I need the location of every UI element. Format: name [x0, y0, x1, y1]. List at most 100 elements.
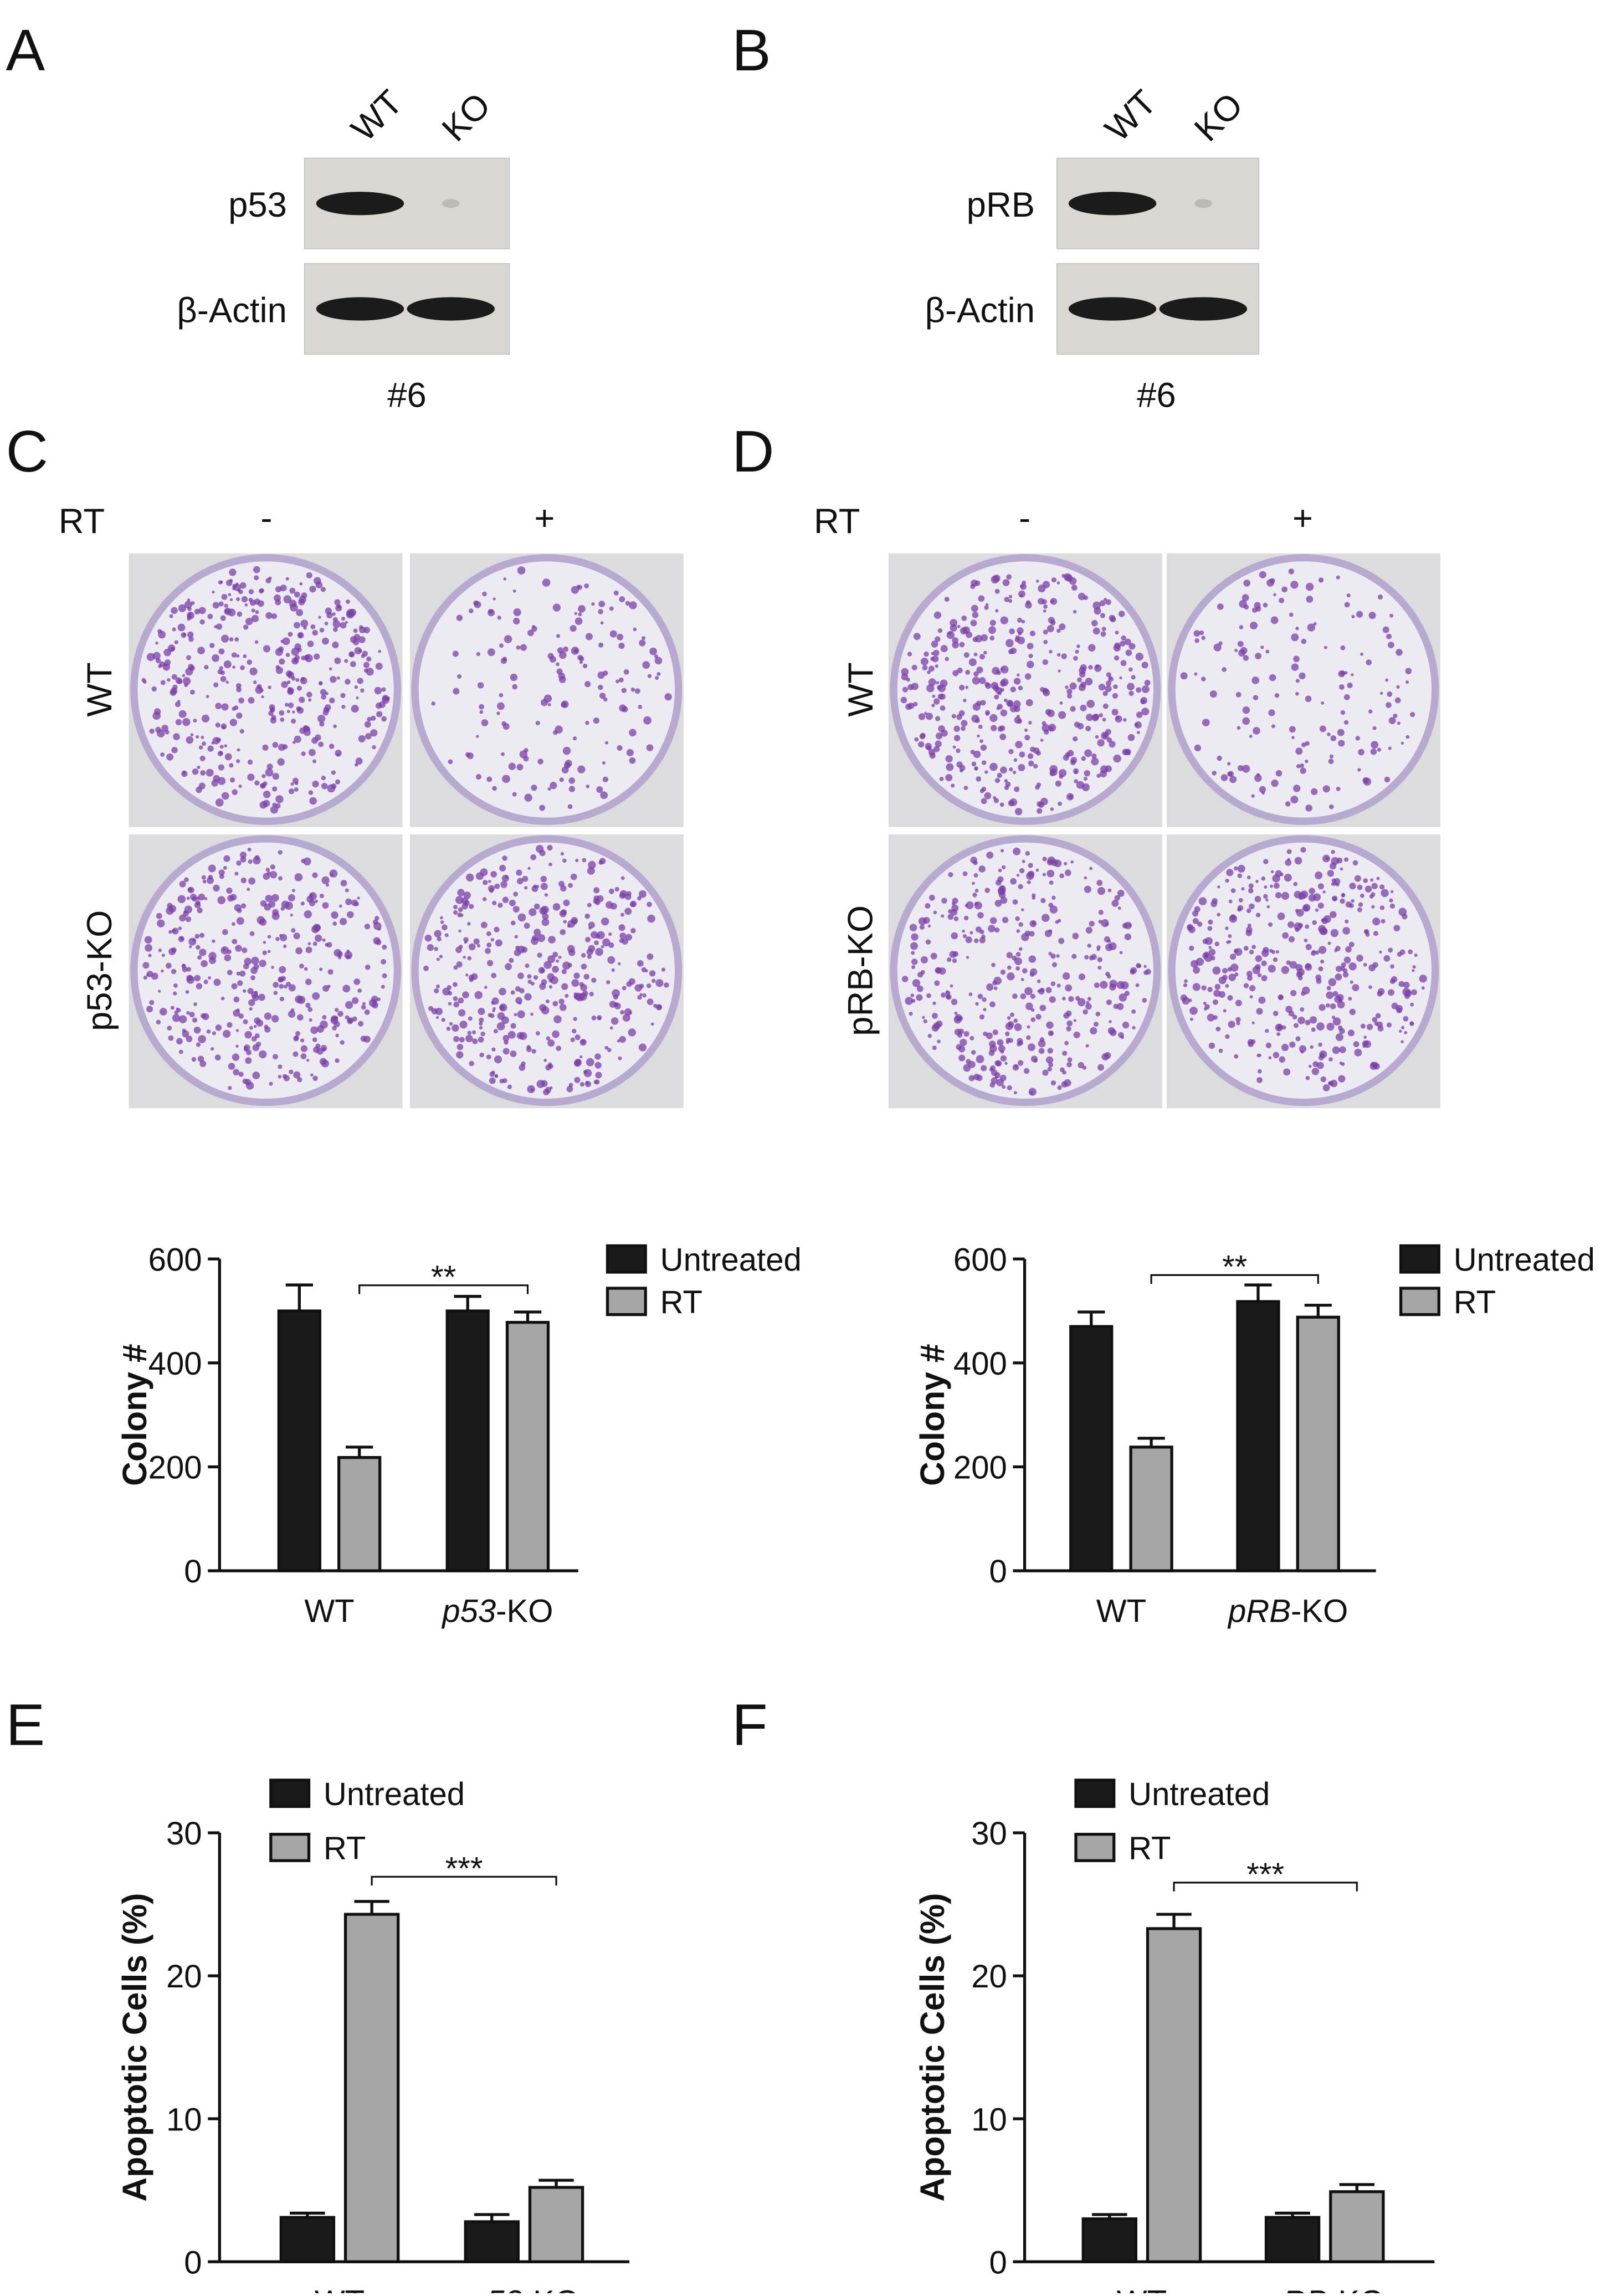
colony: [1073, 1031, 1080, 1038]
colony: [543, 1058, 547, 1062]
colony: [469, 1060, 474, 1067]
colony: [171, 674, 177, 680]
colony: [510, 1050, 517, 1057]
colony: [918, 713, 926, 720]
y-tick-label: 0: [184, 2244, 202, 2280]
colony: [971, 761, 977, 767]
colony: [229, 568, 237, 576]
colony: [1008, 599, 1013, 603]
colony: [192, 938, 196, 942]
colony: [951, 998, 958, 1006]
colony: [198, 893, 206, 901]
colony: [247, 759, 253, 765]
colony: [972, 882, 975, 885]
colony: [954, 1011, 958, 1015]
colony: [270, 806, 278, 814]
colony: [1311, 788, 1318, 796]
colony: [340, 622, 347, 629]
colony: [1008, 749, 1014, 755]
colony: [186, 967, 191, 972]
clone-label: #6: [1137, 376, 1176, 415]
colony: [1066, 793, 1074, 801]
colony: [989, 1044, 997, 1053]
colony: [521, 1061, 526, 1067]
colony: [911, 959, 918, 965]
significance-label: **: [1222, 1249, 1247, 1285]
y-tick-label: 0: [989, 2244, 1007, 2280]
colony: [925, 939, 931, 945]
colony: [178, 926, 182, 930]
colony: [1289, 726, 1296, 733]
colony: [922, 1016, 925, 1019]
colony: [1022, 580, 1027, 585]
colony: [178, 710, 187, 718]
colony: [1128, 923, 1132, 927]
colony: [236, 971, 240, 976]
colony: [914, 737, 919, 742]
colony: [1323, 915, 1331, 923]
colony: [1332, 896, 1337, 901]
colony: [573, 972, 580, 979]
colony: [577, 765, 586, 773]
colony: [247, 847, 252, 852]
colony: [960, 1038, 967, 1047]
colony: [602, 670, 608, 676]
colony: [1085, 678, 1093, 686]
colony: [1370, 878, 1374, 882]
colony: [994, 1075, 998, 1079]
colony: [545, 1086, 552, 1093]
colony: [494, 926, 500, 932]
colony: [230, 894, 237, 901]
panel-label: A: [6, 18, 45, 83]
colony: [579, 1082, 585, 1087]
colony: [256, 916, 265, 924]
colony: [1389, 613, 1394, 618]
colony: [158, 949, 162, 952]
colony: [1019, 868, 1025, 874]
colony: [606, 901, 613, 909]
colony: [1245, 930, 1252, 936]
colony: [986, 851, 994, 859]
colony: [993, 976, 1002, 985]
colony: [945, 755, 953, 763]
colony: [1226, 869, 1234, 877]
colony: [1033, 763, 1038, 769]
blot-band: [407, 297, 495, 321]
colony: [618, 1056, 622, 1060]
colony: [980, 700, 986, 706]
colony: [296, 706, 301, 711]
colony: [989, 636, 995, 640]
colony: [1265, 1029, 1269, 1033]
colony: [619, 1036, 626, 1043]
colony: [1089, 955, 1094, 961]
colony: [1040, 898, 1046, 904]
colony: [201, 735, 204, 739]
colony: [300, 1038, 305, 1043]
colony: [312, 872, 318, 878]
y-tick-label: 30: [166, 1816, 202, 1852]
colony: [961, 726, 966, 731]
colony: [440, 920, 444, 924]
colony: [979, 1014, 985, 1020]
colony: [1045, 987, 1052, 993]
colony: [1006, 700, 1014, 707]
colony: [623, 669, 629, 675]
colony: [217, 669, 223, 675]
colony: [262, 744, 269, 751]
colony: [256, 684, 262, 690]
colony: [476, 944, 481, 947]
colony: [186, 1011, 190, 1015]
colony: [940, 645, 948, 653]
colony: [220, 996, 225, 1001]
colony: [527, 867, 531, 870]
colony: [278, 1064, 283, 1069]
colony: [916, 994, 923, 1001]
colony: [483, 880, 488, 885]
colony: [1241, 887, 1245, 891]
colony: [552, 1001, 558, 1007]
colony: [988, 925, 996, 932]
colony: [522, 875, 529, 882]
colony: [1403, 1016, 1409, 1022]
colony: [573, 995, 578, 999]
colony: [1112, 693, 1119, 699]
